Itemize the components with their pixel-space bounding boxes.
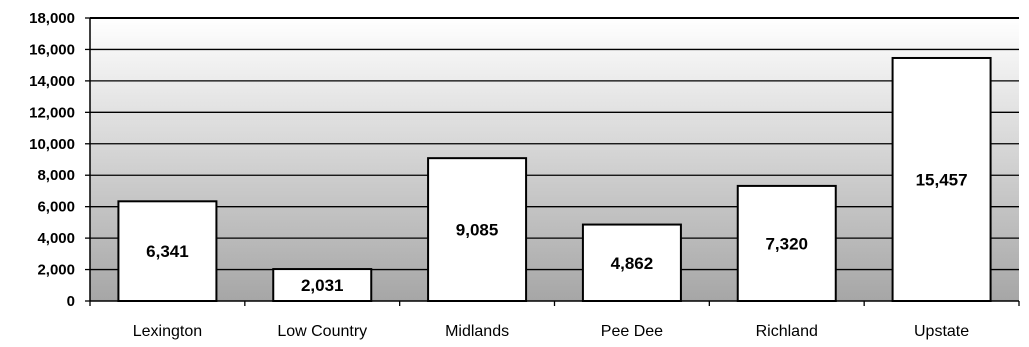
y-tick-label: 18,000 bbox=[29, 10, 75, 27]
bar bbox=[272, 268, 373, 303]
bar bbox=[117, 200, 218, 302]
data-label: 4,862 bbox=[611, 254, 654, 273]
x-tick-label: Richland bbox=[756, 323, 818, 340]
y-tick-label: 2,000 bbox=[37, 262, 75, 279]
x-tick-label: Lexington bbox=[133, 323, 202, 340]
plot-area bbox=[90, 18, 1019, 301]
data-labels: 6,341 2,031 9,085 4,862 7,320 15,457 bbox=[146, 170, 967, 295]
y-tick-label: 14,000 bbox=[29, 73, 75, 90]
data-label: 2,031 bbox=[301, 276, 344, 295]
bar bbox=[891, 56, 992, 302]
y-axis-ticks: 0 2,000 4,000 6,000 8,000 10,000 12,000 14,000 1… bbox=[29, 10, 90, 310]
x-axis-labels: Lexington Low Country Midlands Pee Dee Richl… bbox=[133, 323, 970, 340]
data-label: 15,457 bbox=[916, 170, 968, 189]
bar bbox=[581, 223, 682, 302]
y-tick-label: 8,000 bbox=[37, 167, 75, 184]
data-label: 6,341 bbox=[146, 242, 189, 261]
x-tick-label: Low Country bbox=[277, 323, 367, 340]
x-axis-ticks bbox=[89, 301, 1020, 306]
y-tick-label: 16,000 bbox=[29, 41, 75, 58]
y-tick-label: 12,000 bbox=[29, 104, 75, 121]
bar bbox=[427, 157, 528, 302]
data-label: 9,085 bbox=[456, 221, 499, 240]
x-tick-label: Pee Dee bbox=[601, 323, 663, 340]
x-tick-label: Upstate bbox=[914, 323, 969, 340]
bars bbox=[117, 56, 992, 303]
y-tick-label: 0 bbox=[67, 293, 75, 310]
data-label: 7,320 bbox=[765, 234, 808, 253]
x-tick-label: Midlands bbox=[445, 323, 509, 340]
y-tick-label: 4,000 bbox=[37, 230, 75, 247]
gridlines bbox=[90, 17, 1019, 271]
bar bbox=[736, 184, 837, 302]
y-tick-label: 6,000 bbox=[37, 199, 75, 216]
y-tick-label: 10,000 bbox=[29, 136, 75, 153]
